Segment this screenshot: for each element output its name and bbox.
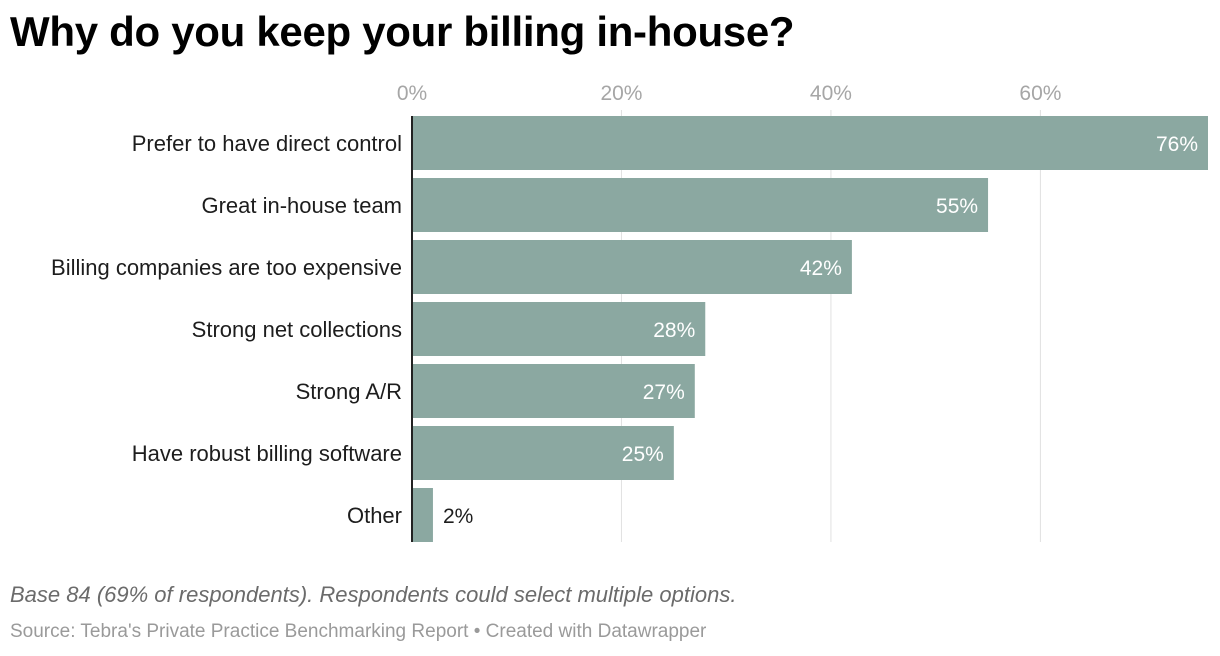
value-label: 28% [653, 319, 695, 342]
category-label: Great in-house team [201, 193, 402, 218]
bar [412, 426, 674, 480]
bar [412, 116, 1208, 170]
x-axis-ticks: 0% 20% 40% 60% [397, 82, 1062, 105]
bars [412, 116, 1208, 542]
bar-chart: 0% 20% 40% 60% Prefer to have direct contro… [51, 82, 1208, 542]
category-label: Strong net collections [192, 317, 402, 342]
credit-text: Created with Datawrapper [485, 621, 707, 642]
category-label: Prefer to have direct control [132, 131, 402, 156]
value-label: 76% [1156, 133, 1198, 156]
value-label: 55% [936, 195, 978, 218]
source-text: Source: Tebra's Private Practice Benchma… [10, 621, 469, 642]
bar [412, 488, 433, 542]
value-label: 42% [800, 257, 842, 280]
category-label: Strong A/R [296, 379, 402, 404]
bar [412, 302, 706, 356]
value-labels: 76% 55% 42% 28% 27% 25% 2% [443, 133, 1198, 528]
value-label: 27% [643, 381, 685, 404]
footer-separator: • [473, 621, 481, 642]
chart-footer: Source: Tebra's Private Practice Benchma… [10, 621, 706, 643]
bar [412, 240, 852, 294]
chart-title: Why do you keep your billing in-house? [10, 8, 795, 55]
category-label: Billing companies are too expensive [51, 255, 402, 280]
bar [412, 364, 695, 418]
bar [412, 178, 989, 232]
x-tick-label: 40% [810, 82, 852, 105]
value-label: 25% [622, 443, 664, 466]
value-label: 2% [443, 505, 473, 528]
chart-note: Base 84 (69% of respondents). Respondent… [10, 582, 737, 607]
category-label: Have robust billing software [132, 441, 402, 466]
category-label: Other [347, 503, 402, 528]
x-tick-label: 60% [1019, 82, 1061, 105]
x-tick-label: 20% [600, 82, 642, 105]
category-labels: Prefer to have direct control Great in-ho… [51, 131, 402, 528]
x-tick-label: 0% [397, 82, 427, 105]
